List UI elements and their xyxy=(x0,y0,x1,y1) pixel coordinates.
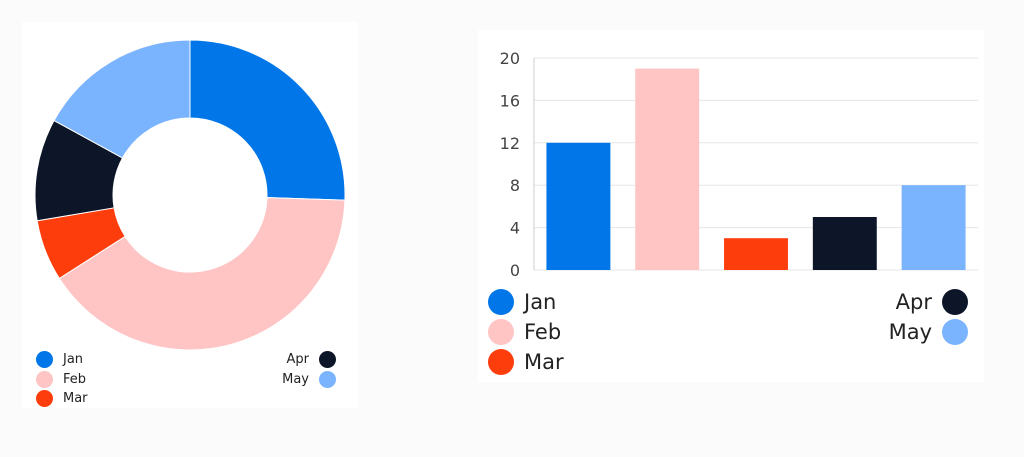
donut-legend-swatch-jan xyxy=(36,350,53,368)
bar-legend-swatch-mar xyxy=(488,349,514,375)
bar-legend-item-feb: Feb xyxy=(488,317,561,347)
bar-mar xyxy=(724,238,788,270)
bar-legend-label-apr: Apr xyxy=(895,290,932,314)
bar-apr xyxy=(812,217,877,270)
bar-feb xyxy=(635,68,700,270)
bar-legend-swatch-jan xyxy=(488,289,514,315)
donut-legend-item-may: May xyxy=(282,369,336,389)
donut-legend-swatch-feb xyxy=(36,370,53,388)
donut-chart xyxy=(34,39,346,351)
bar-legend-item-jan: Jan xyxy=(488,287,556,317)
donut-legend-item-apr: Apr xyxy=(286,349,336,369)
bar-legend-label-jan: Jan xyxy=(524,290,557,314)
donut-legend-item-mar: Mar xyxy=(36,388,88,408)
bar-may xyxy=(901,185,966,270)
donut-chart-panel: Jan Feb Mar Apr May xyxy=(22,22,358,408)
y-tick-label: 8 xyxy=(510,176,520,195)
donut-legend-swatch-mar xyxy=(36,389,53,407)
donut-slice-feb xyxy=(58,197,346,351)
bar-legend-swatch-apr xyxy=(942,289,968,315)
bar-legend-item-apr: Apr xyxy=(896,287,968,317)
donut-legend-label-mar: Mar xyxy=(63,390,88,406)
y-tick-label: 12 xyxy=(500,134,520,153)
bar-legend-swatch-feb xyxy=(488,319,514,345)
bar-legend-item-mar: Mar xyxy=(488,347,564,377)
y-tick-label: 4 xyxy=(510,219,520,238)
donut-legend-label-apr: Apr xyxy=(286,351,310,367)
donut-legend-swatch-may xyxy=(319,370,336,388)
y-tick-label: 20 xyxy=(500,49,520,68)
bar-legend-item-may: May xyxy=(889,317,968,347)
bar-legend-label-feb: Feb xyxy=(524,320,562,344)
y-tick-label: 16 xyxy=(500,91,520,110)
bar-chart-panel: 0 4 8 12 16 20 Jan Feb Mar Apr May xyxy=(478,30,984,382)
donut-slice-may xyxy=(53,39,191,159)
bar-legend-swatch-may xyxy=(942,319,968,345)
bar-legend-label-may: May xyxy=(888,320,932,344)
donut-slice-jan xyxy=(189,39,346,201)
donut-legend-swatch-apr xyxy=(319,350,336,368)
bar-jan xyxy=(546,142,611,270)
donut-legend-item-feb: Feb xyxy=(36,369,86,389)
donut-legend-label-may: May xyxy=(282,371,309,387)
y-tick-label: 0 xyxy=(510,261,520,280)
donut-legend-label-jan: Jan xyxy=(63,351,84,367)
bar-chart: 0 4 8 12 16 20 xyxy=(500,49,978,280)
donut-legend-label-feb: Feb xyxy=(63,371,87,387)
bar-legend-label-mar: Mar xyxy=(524,350,564,374)
donut-legend-item-jan: Jan xyxy=(36,349,83,369)
